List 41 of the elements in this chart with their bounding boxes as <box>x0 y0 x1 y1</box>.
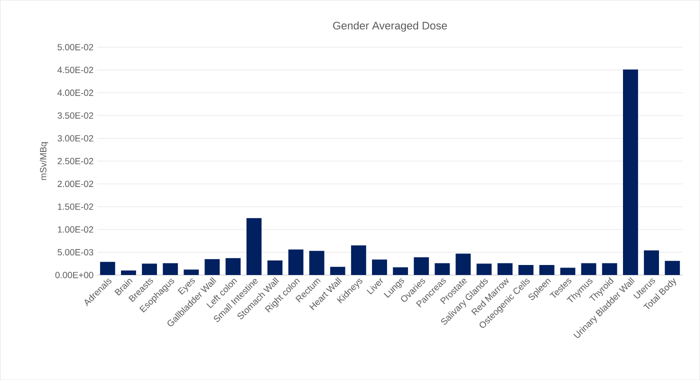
bar <box>120 270 136 275</box>
bar <box>204 259 220 275</box>
y-tick-label: 1.00E-02 <box>58 226 94 233</box>
bar <box>434 263 450 275</box>
bar <box>184 269 199 275</box>
y-tick-label: 2.00E-02 <box>58 180 94 187</box>
bar <box>226 258 241 275</box>
bar <box>267 260 282 275</box>
bar <box>351 245 366 275</box>
y-tick-label: 4.50E-02 <box>57 66 94 74</box>
bar <box>100 262 116 275</box>
y-tick-label: 5.00E-02 <box>58 44 94 50</box>
bar <box>414 257 429 275</box>
y-tick-label: 1.50E-02 <box>58 203 94 210</box>
bar <box>664 260 680 275</box>
bar <box>309 250 324 275</box>
y-tick-label: 3.50E-02 <box>58 112 94 119</box>
bar <box>518 264 534 275</box>
bar <box>602 263 618 275</box>
bar <box>560 268 576 275</box>
y-tick-label: 2.50E-02 <box>58 158 94 164</box>
y-tick-label: 0.00E+00 <box>55 272 94 278</box>
y-axis-title: mSv/MBq <box>40 142 48 180</box>
bar <box>476 264 492 275</box>
bar <box>142 264 157 275</box>
bar <box>456 254 471 275</box>
y-tick-label: 4.00E-02 <box>57 89 94 96</box>
bar <box>644 250 659 275</box>
bar <box>622 69 638 275</box>
y-tick-label: 5.00E-03 <box>58 248 94 256</box>
bar <box>288 249 304 275</box>
y-tick-label: 3.00E-02 <box>58 135 94 142</box>
chart-title: Gender Averaged Dose <box>333 21 447 32</box>
bar <box>246 218 262 275</box>
bar <box>162 263 178 275</box>
bar <box>392 267 408 275</box>
bar <box>372 259 388 275</box>
bar <box>539 264 554 275</box>
bar <box>498 263 513 275</box>
bar <box>581 263 596 275</box>
bar <box>330 266 346 275</box>
